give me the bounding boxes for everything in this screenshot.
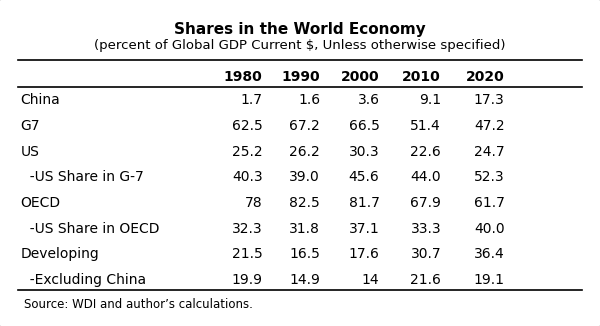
Text: 26.2: 26.2: [289, 145, 320, 159]
Text: OECD: OECD: [20, 196, 61, 210]
Text: 33.3: 33.3: [410, 222, 441, 236]
Text: 21.6: 21.6: [410, 273, 441, 287]
Text: 51.4: 51.4: [410, 119, 441, 133]
Text: Developing: Developing: [20, 247, 100, 261]
Text: 82.5: 82.5: [289, 196, 320, 210]
Text: 2020: 2020: [466, 70, 505, 84]
Text: 9.1: 9.1: [419, 94, 441, 107]
Text: 52.3: 52.3: [474, 170, 505, 185]
Text: 45.6: 45.6: [349, 170, 379, 185]
Text: 31.8: 31.8: [289, 222, 320, 236]
Text: 1.6: 1.6: [298, 94, 320, 107]
Text: 37.1: 37.1: [349, 222, 379, 236]
Text: G7: G7: [20, 119, 40, 133]
Text: 81.7: 81.7: [349, 196, 379, 210]
Text: 40.0: 40.0: [474, 222, 505, 236]
Text: 30.3: 30.3: [349, 145, 379, 159]
Text: 66.5: 66.5: [349, 119, 379, 133]
Text: Source: WDI and author’s calculations.: Source: WDI and author’s calculations.: [23, 298, 253, 311]
Text: 22.6: 22.6: [410, 145, 441, 159]
Text: (percent of Global GDP Current $, Unless otherwise specified): (percent of Global GDP Current $, Unless…: [94, 39, 506, 52]
Text: 40.3: 40.3: [232, 170, 263, 185]
Text: 47.2: 47.2: [474, 119, 505, 133]
Text: 32.3: 32.3: [232, 222, 263, 236]
Text: -Excluding China: -Excluding China: [20, 273, 146, 287]
Text: 62.5: 62.5: [232, 119, 263, 133]
Text: 3.6: 3.6: [358, 94, 379, 107]
Text: China: China: [20, 94, 61, 107]
Text: 36.4: 36.4: [474, 247, 505, 261]
Text: 19.9: 19.9: [232, 273, 263, 287]
Text: 1980: 1980: [224, 70, 263, 84]
Text: 2000: 2000: [341, 70, 379, 84]
Text: 2010: 2010: [403, 70, 441, 84]
Text: 16.5: 16.5: [289, 247, 320, 261]
Text: 39.0: 39.0: [289, 170, 320, 185]
Text: 1.7: 1.7: [241, 94, 263, 107]
Text: 17.6: 17.6: [349, 247, 379, 261]
Text: 14.9: 14.9: [289, 273, 320, 287]
Text: 25.2: 25.2: [232, 145, 263, 159]
Text: 19.1: 19.1: [473, 273, 505, 287]
Text: US: US: [20, 145, 40, 159]
Text: 17.3: 17.3: [474, 94, 505, 107]
Text: 21.5: 21.5: [232, 247, 263, 261]
Text: 78: 78: [245, 196, 263, 210]
Text: 44.0: 44.0: [410, 170, 441, 185]
Text: -US Share in G-7: -US Share in G-7: [20, 170, 143, 185]
Text: 67.9: 67.9: [410, 196, 441, 210]
Text: Shares in the World Economy: Shares in the World Economy: [174, 22, 426, 37]
Text: 30.7: 30.7: [410, 247, 441, 261]
Text: 24.7: 24.7: [474, 145, 505, 159]
Text: -US Share in OECD: -US Share in OECD: [20, 222, 159, 236]
Text: 61.7: 61.7: [473, 196, 505, 210]
Text: 1990: 1990: [281, 70, 320, 84]
Text: 14: 14: [362, 273, 379, 287]
Text: 67.2: 67.2: [289, 119, 320, 133]
